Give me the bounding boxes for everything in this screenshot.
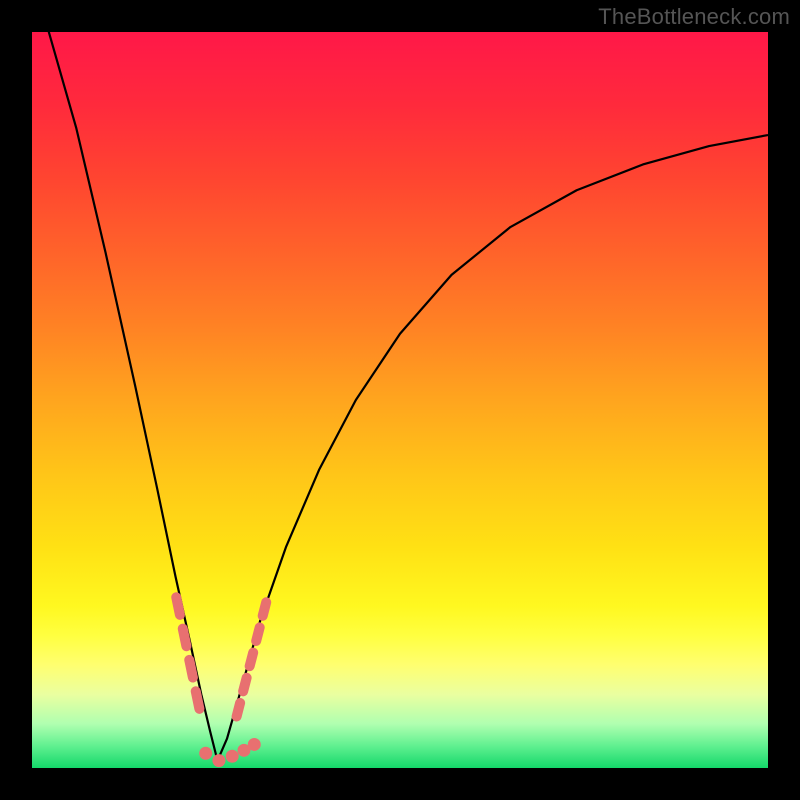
bottleneck-chart — [0, 0, 800, 800]
watermark-text: TheBottleneck.com — [598, 4, 790, 30]
marker-dot — [226, 750, 239, 763]
chart-stage: TheBottleneck.com — [0, 0, 800, 800]
marker-dot — [248, 738, 261, 751]
plot-area — [32, 25, 768, 768]
marker-dot — [199, 747, 212, 760]
gradient-background — [32, 32, 768, 768]
marker-dot — [212, 754, 225, 767]
